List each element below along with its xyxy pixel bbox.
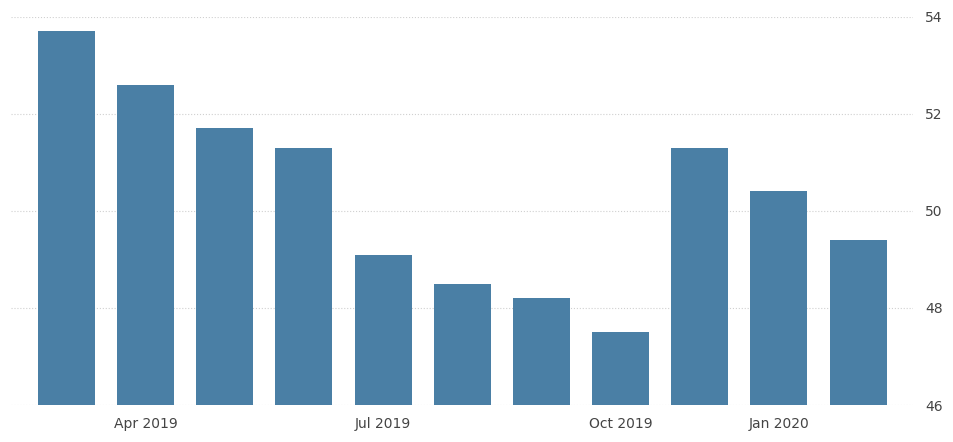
Bar: [750, 191, 806, 405]
Bar: [829, 240, 885, 405]
Bar: [38, 31, 95, 405]
Bar: [355, 255, 411, 405]
Bar: [275, 148, 333, 405]
Bar: [117, 84, 174, 405]
Bar: [671, 148, 727, 405]
Bar: [196, 128, 253, 405]
Bar: [592, 332, 648, 405]
Bar: [513, 298, 569, 405]
Bar: [434, 284, 490, 405]
